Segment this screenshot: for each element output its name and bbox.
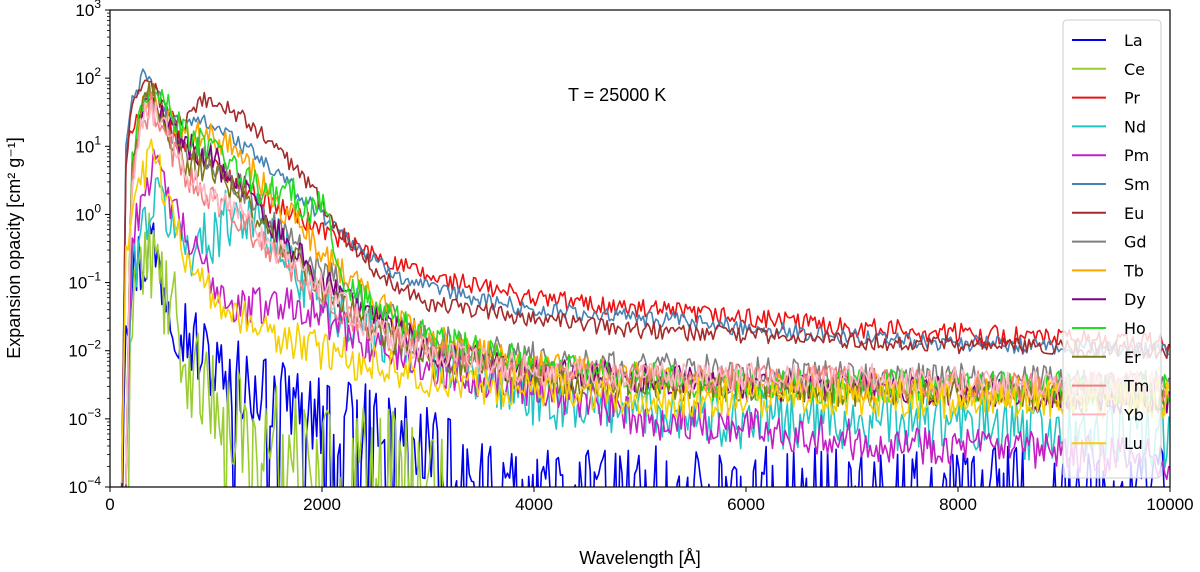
x-tick-label: 6000 bbox=[727, 495, 765, 514]
temperature-annotation: T = 25000 K bbox=[568, 85, 666, 105]
x-tick-label: 2000 bbox=[303, 495, 341, 514]
series-line-la bbox=[121, 220, 1165, 487]
x-tick-label: 0 bbox=[105, 495, 114, 514]
y-tick-label: 102 bbox=[75, 65, 101, 88]
y-tick-label: 10−3 bbox=[68, 406, 101, 429]
x-tick-label: 8000 bbox=[939, 495, 977, 514]
x-axis-label: Wavelength [Å] bbox=[579, 548, 700, 568]
legend-label: Lu bbox=[1124, 434, 1143, 453]
legend-label: Sm bbox=[1124, 175, 1150, 194]
y-tick-label: 103 bbox=[75, 0, 101, 20]
series-line-yb bbox=[125, 99, 1170, 485]
legend-box bbox=[1062, 19, 1162, 479]
legend-label: Eu bbox=[1124, 204, 1144, 223]
legend-label: Ce bbox=[1124, 60, 1145, 79]
legend-label: Tb bbox=[1123, 261, 1144, 280]
legend-label: Pm bbox=[1124, 146, 1149, 165]
y-tick-label: 101 bbox=[75, 133, 101, 156]
y-tick-label: 10−4 bbox=[68, 474, 101, 497]
legend-label: Nd bbox=[1124, 117, 1146, 136]
legend-label: Dy bbox=[1124, 290, 1146, 309]
legend-label: Pr bbox=[1124, 89, 1140, 108]
y-tick-label: 10−1 bbox=[68, 270, 101, 293]
legend: La Ce Pr Nd Pm Sm Eu Gd Tb Dy Ho Er Tm Yb Lu bbox=[1062, 19, 1162, 479]
y-axis: 10−4 10−3 10−2 10−1 100 101 102 103 bbox=[68, 0, 110, 497]
legend-label: La bbox=[1124, 31, 1143, 50]
plot-frame bbox=[109, 9, 1171, 488]
legend-label: Er bbox=[1124, 348, 1141, 367]
x-tick-label: 4000 bbox=[515, 495, 553, 514]
y-axis-label: Expansion opacity [cm² g⁻¹] bbox=[4, 137, 24, 359]
y-tick-label: 100 bbox=[75, 201, 101, 224]
series-line-ho bbox=[125, 89, 1170, 486]
legend-label: Tm bbox=[1123, 377, 1149, 396]
legend-label: Yb bbox=[1123, 405, 1144, 424]
x-axis: 0 2000 4000 6000 8000 10000 bbox=[105, 487, 1194, 514]
series-line-lu bbox=[120, 138, 1170, 484]
legend-label: Gd bbox=[1124, 233, 1147, 252]
series-layer bbox=[120, 68, 1170, 487]
x-tick-label: 10000 bbox=[1146, 495, 1193, 514]
series-line-eu bbox=[120, 79, 1170, 487]
legend-label: Ho bbox=[1124, 319, 1146, 338]
y-tick-label: 10−2 bbox=[68, 338, 101, 361]
series-line-ce bbox=[127, 212, 444, 487]
